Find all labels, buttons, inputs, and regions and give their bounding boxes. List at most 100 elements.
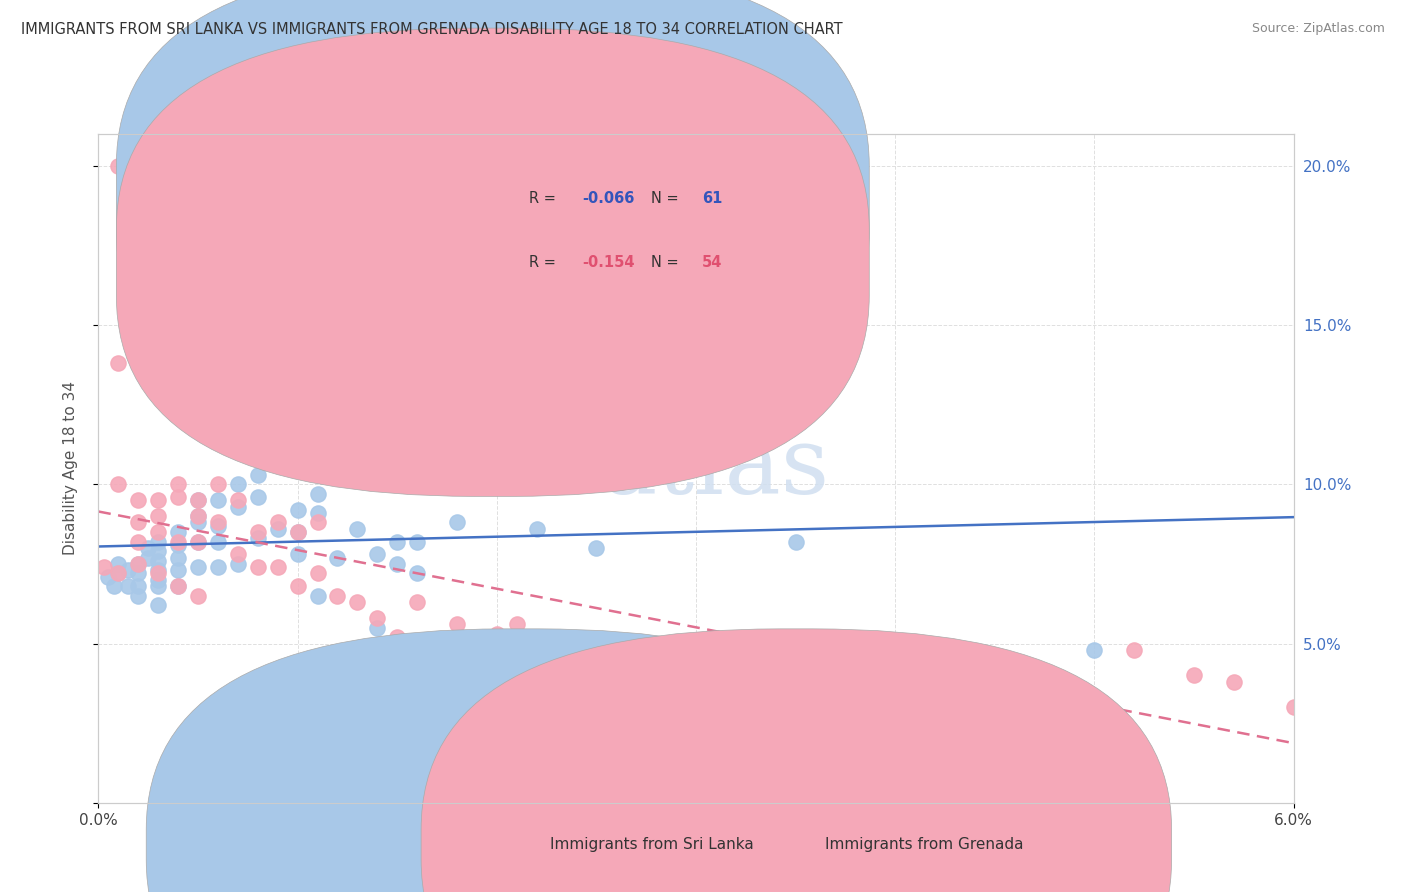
Point: [148, 563, 170, 577]
Point: [307, 487, 329, 501]
Text: ZIP: ZIP: [416, 424, 600, 513]
Text: atlas: atlas: [600, 424, 830, 513]
Point: [148, 554, 170, 568]
Point: [526, 522, 548, 536]
Point: [745, 700, 768, 714]
Point: [246, 532, 269, 546]
Point: [1123, 643, 1146, 657]
Point: [785, 534, 807, 549]
Text: -0.066: -0.066: [582, 191, 636, 206]
Point: [884, 658, 907, 673]
Point: [246, 467, 269, 482]
FancyBboxPatch shape: [117, 0, 869, 433]
Point: [246, 560, 269, 574]
Point: [226, 557, 249, 571]
Text: -0.154: -0.154: [582, 255, 636, 269]
Point: [366, 621, 388, 635]
FancyBboxPatch shape: [117, 29, 869, 496]
Point: [485, 295, 508, 310]
Point: [207, 493, 229, 508]
Point: [226, 500, 249, 514]
Point: [148, 534, 170, 549]
Point: [287, 547, 309, 561]
Point: [187, 509, 209, 524]
Point: [366, 547, 388, 561]
Point: [267, 516, 290, 530]
Point: [127, 534, 149, 549]
Point: [187, 560, 209, 574]
Point: [1083, 643, 1105, 657]
Text: Immigrants from Grenada: Immigrants from Grenada: [825, 837, 1024, 852]
Point: [207, 560, 229, 574]
Point: [127, 579, 149, 593]
Point: [107, 566, 129, 581]
Point: [585, 643, 607, 657]
Y-axis label: Disability Age 18 to 34: Disability Age 18 to 34: [63, 381, 77, 556]
Point: [226, 493, 249, 508]
Point: [117, 579, 139, 593]
Point: [267, 560, 290, 574]
Point: [267, 458, 290, 472]
Point: [148, 579, 170, 593]
Point: [446, 617, 468, 632]
Point: [127, 557, 149, 571]
Point: [107, 566, 129, 581]
Point: [148, 493, 170, 508]
Point: [287, 524, 309, 539]
Point: [287, 524, 309, 539]
Text: R =: R =: [529, 191, 560, 206]
Point: [307, 589, 329, 603]
Text: 61: 61: [702, 191, 723, 206]
Point: [97, 569, 120, 583]
Point: [148, 573, 170, 587]
Text: Source: ZipAtlas.com: Source: ZipAtlas.com: [1251, 22, 1385, 36]
Point: [326, 550, 349, 565]
Point: [167, 490, 190, 504]
Point: [406, 566, 429, 581]
Point: [167, 563, 190, 577]
Point: [148, 599, 170, 613]
Point: [127, 493, 149, 508]
Point: [167, 538, 190, 552]
Point: [366, 611, 388, 625]
Point: [187, 516, 209, 530]
Point: [385, 630, 409, 644]
Point: [685, 668, 707, 682]
Point: [107, 356, 129, 370]
Text: Immigrants from Sri Lanka: Immigrants from Sri Lanka: [550, 837, 754, 852]
Point: [506, 617, 529, 632]
Point: [103, 579, 125, 593]
Point: [207, 534, 229, 549]
Point: [346, 595, 368, 609]
Point: [187, 534, 209, 549]
Point: [287, 502, 309, 516]
Point: [127, 516, 149, 530]
Point: [485, 627, 508, 641]
Point: [187, 589, 209, 603]
Point: [187, 493, 209, 508]
Point: [187, 534, 209, 549]
FancyBboxPatch shape: [420, 629, 1171, 892]
Point: [107, 159, 129, 173]
Point: [127, 566, 149, 581]
Point: [307, 516, 329, 530]
Point: [136, 550, 159, 565]
Point: [326, 327, 349, 342]
Point: [984, 652, 1007, 666]
FancyBboxPatch shape: [146, 629, 897, 892]
FancyBboxPatch shape: [451, 161, 773, 301]
Point: [107, 557, 129, 571]
Point: [446, 516, 468, 530]
Text: 54: 54: [702, 255, 723, 269]
Point: [406, 595, 429, 609]
Point: [785, 643, 807, 657]
Point: [1223, 674, 1246, 689]
Point: [585, 541, 607, 555]
Point: [385, 534, 409, 549]
Point: [167, 524, 190, 539]
Point: [93, 560, 115, 574]
Point: [148, 566, 170, 581]
Point: [167, 579, 190, 593]
Point: [207, 518, 229, 533]
Point: [1182, 668, 1205, 682]
